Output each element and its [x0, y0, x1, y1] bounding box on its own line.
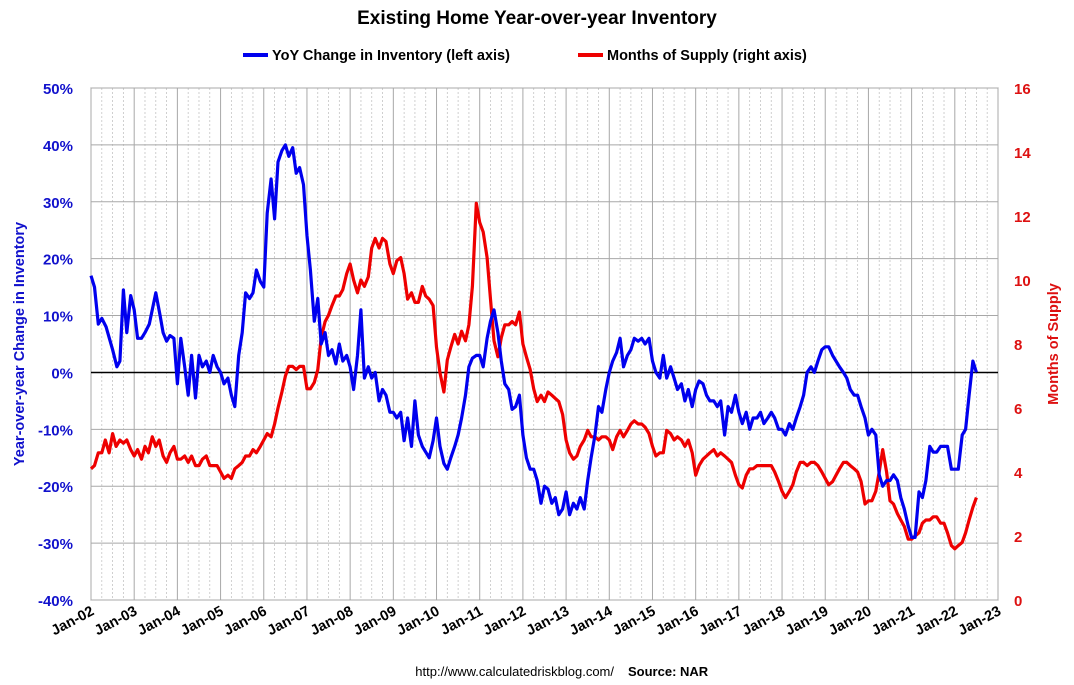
right-tick-label: 0: [1014, 593, 1022, 610]
x-tick-label: Jan-17: [697, 603, 745, 639]
x-tick-label: Jan-13: [524, 603, 572, 639]
right-tick-label: 8: [1014, 337, 1022, 354]
legend-label-yoy: YoY Change in Inventory (left axis): [272, 48, 510, 64]
left-axis-ticks: 50% 40% 30% 20% 10% 0% -10% -20% -30% -40%: [38, 81, 73, 610]
minor-gridlines: [101, 88, 988, 600]
x-tick-label: Jan-14: [567, 603, 615, 639]
left-tick-label: -30%: [38, 536, 73, 553]
x-axis-ticks: Jan-02Jan-03Jan-04Jan-05Jan-06Jan-07Jan-…: [49, 603, 1004, 639]
footer-url: http://www.calculatedriskblog.com/: [415, 664, 614, 679]
legend-label-supply: Months of Supply (right axis): [607, 48, 807, 64]
left-tick-label: -10%: [38, 422, 73, 439]
right-tick-label: 12: [1014, 209, 1031, 226]
x-tick-label: Jan-20: [826, 603, 874, 639]
x-tick-label: Jan-06: [222, 603, 270, 639]
x-tick-label: Jan-16: [653, 603, 701, 639]
right-tick-label: 10: [1014, 273, 1031, 290]
series-line-yoy-inventory: [89, 143, 978, 539]
left-tick-label: 30%: [43, 195, 73, 212]
right-tick-label: 16: [1014, 81, 1031, 98]
x-tick-label: Jan-15: [610, 603, 658, 639]
chart-title: Existing Home Year-over-year Inventory: [357, 8, 717, 29]
left-tick-label: 0%: [51, 365, 73, 382]
x-tick-label: Jan-05: [178, 603, 226, 639]
x-tick-label: Jan-03: [92, 603, 140, 639]
series-line-months-of-supply: [89, 201, 978, 551]
x-tick-label: Jan-04: [135, 603, 183, 639]
footer-source: Source: NAR: [628, 664, 709, 679]
x-tick-label: Jan-23: [956, 603, 1004, 639]
x-tick-label: Jan-12: [481, 603, 529, 639]
x-tick-label: Jan-19: [783, 603, 831, 639]
x-tick-label: Jan-09: [351, 603, 399, 639]
right-axis-label: Months of Supply: [1046, 283, 1062, 405]
x-tick-label: Jan-07: [265, 603, 313, 639]
legend: YoY Change in Inventory (left axis) Mont…: [243, 48, 807, 64]
x-tick-label: Jan-21: [869, 603, 917, 639]
right-tick-label: 4: [1014, 465, 1023, 482]
left-tick-label: 40%: [43, 138, 73, 155]
left-tick-label: -40%: [38, 593, 73, 610]
right-tick-label: 14: [1014, 145, 1031, 162]
x-tick-label: Jan-08: [308, 603, 356, 639]
left-tick-label: 10%: [43, 309, 73, 326]
right-axis-ticks: 16 14 12 10 8 6 4 2 0: [1014, 81, 1031, 610]
x-tick-label: Jan-18: [740, 603, 788, 639]
x-tick-label: Jan-11: [438, 603, 485, 638]
right-tick-label: 2: [1014, 529, 1022, 546]
x-tick-label: Jan-22: [913, 603, 961, 639]
left-tick-label: 50%: [43, 81, 73, 98]
left-tick-label: -20%: [38, 479, 73, 496]
left-axis-label: Year-over-year Change in Inventory: [12, 222, 28, 466]
left-tick-label: 20%: [43, 252, 73, 269]
x-tick-label: Jan-10: [394, 603, 442, 639]
right-tick-label: 6: [1014, 401, 1022, 418]
